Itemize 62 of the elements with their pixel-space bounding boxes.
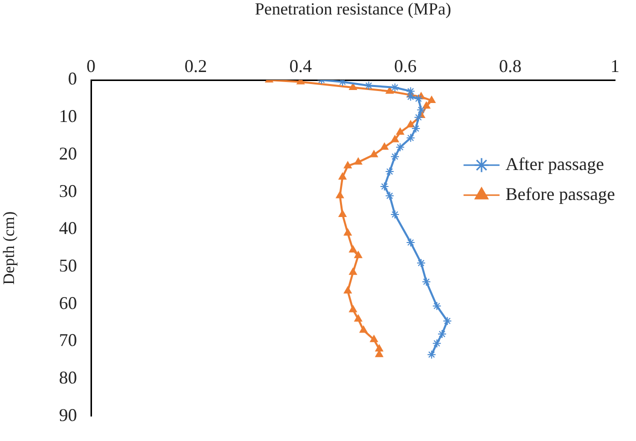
- y-tick-label: 90: [59, 404, 77, 425]
- point: [336, 191, 344, 198]
- point: [344, 161, 352, 168]
- y-axis-title: Depth (cm): [0, 211, 18, 285]
- point: [427, 350, 436, 360]
- point: [406, 238, 416, 247]
- point: [422, 277, 431, 286]
- point: [375, 344, 384, 352]
- point: [344, 228, 352, 236]
- y-tick-label: 70: [59, 330, 77, 350]
- point: [354, 158, 362, 165]
- point: [396, 128, 404, 135]
- point: [354, 314, 362, 322]
- y-tick-label: 10: [59, 106, 77, 126]
- point: [380, 182, 389, 191]
- y-tick-label: 20: [59, 143, 77, 164]
- point: [414, 112, 423, 122]
- x-tick-label: 0.2: [184, 56, 208, 76]
- point: [390, 152, 400, 162]
- point: [406, 133, 416, 142]
- point: [370, 150, 378, 158]
- point: [349, 305, 357, 312]
- x-tick-label: 0.6: [394, 56, 417, 76]
- point: [390, 135, 399, 142]
- point: [406, 120, 415, 128]
- x-axis-title: Penetration resistance (MPa): [254, 0, 452, 19]
- point: [344, 286, 352, 294]
- point: [349, 245, 357, 252]
- point: [428, 96, 436, 104]
- point: [411, 124, 420, 134]
- point: [442, 316, 452, 326]
- x-tick-label: 1: [610, 56, 620, 76]
- y-tick-label: 40: [59, 218, 77, 238]
- y-tick-label: 80: [59, 368, 77, 388]
- point: [414, 94, 423, 104]
- point: [338, 210, 346, 217]
- y-tick-label: 0: [68, 68, 77, 89]
- point: [390, 210, 400, 219]
- point: [338, 172, 346, 180]
- point: [416, 105, 426, 114]
- point: [349, 268, 357, 275]
- point: [360, 326, 368, 333]
- y-tick-label: 50: [59, 256, 77, 276]
- x-tick-label: 0: [86, 56, 96, 76]
- point: [422, 102, 430, 109]
- legend-label: Before passage: [506, 184, 616, 204]
- legend-label: After passage: [506, 154, 604, 174]
- point: [385, 191, 394, 200]
- point: [438, 330, 447, 339]
- y-tick-label: 60: [59, 292, 77, 313]
- point: [386, 86, 394, 94]
- point: [396, 142, 405, 152]
- x-tick-label: 0.4: [289, 56, 312, 76]
- point: [416, 258, 426, 268]
- x-tick-label: 0.8: [498, 56, 522, 76]
- point: [354, 251, 362, 258]
- point: [380, 142, 388, 150]
- point: [432, 302, 442, 310]
- point: [432, 338, 442, 348]
- y-tick-label: 30: [59, 180, 77, 201]
- point: [385, 167, 394, 176]
- point: [370, 335, 378, 342]
